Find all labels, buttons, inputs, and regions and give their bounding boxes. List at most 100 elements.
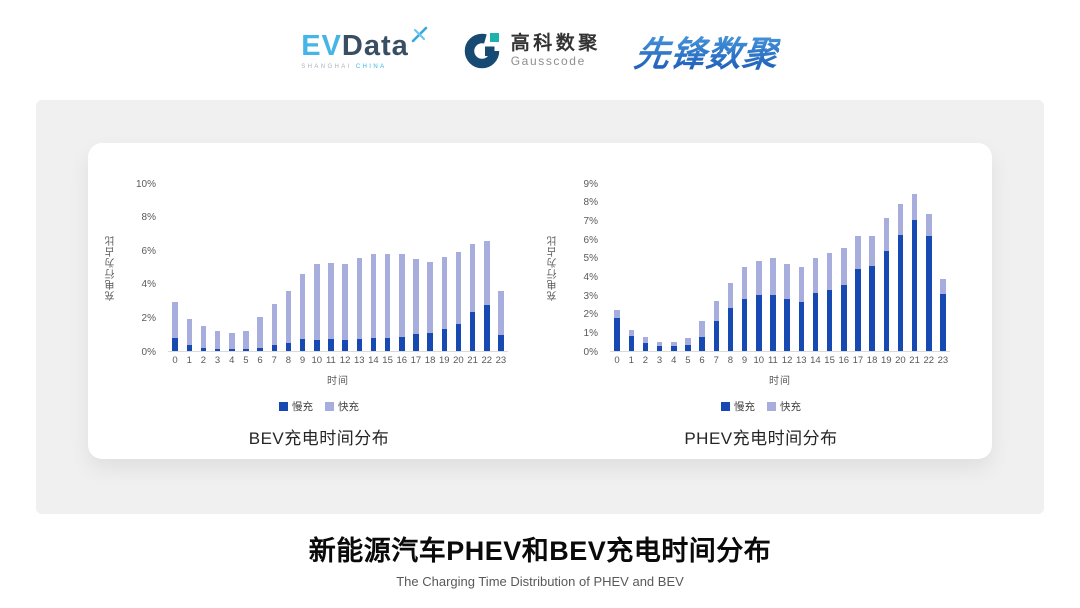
- bar-14-fast: [812, 257, 819, 294]
- bar-18-fast: [427, 261, 433, 333]
- x-tick-label: 20: [895, 355, 906, 366]
- bar-13-fast: [356, 257, 362, 340]
- gausscode-cn-text: 高科数聚: [510, 33, 601, 55]
- x-tick-label: 6: [699, 355, 705, 366]
- x-tick-label: 17: [852, 355, 864, 366]
- x-tick-label: 11: [767, 355, 778, 366]
- y-tick-label: 0%: [141, 346, 156, 358]
- x-tick-label: 14: [810, 355, 821, 366]
- legend: 慢充 快充: [98, 399, 540, 414]
- bar-13-slow: [356, 339, 362, 351]
- y-axis-ticks: 0% 2% 4% 6% 8% 10%: [122, 179, 164, 358]
- bar-1-slow: [628, 336, 634, 351]
- x-tick-label: 19: [438, 355, 450, 366]
- bar-16-fast: [399, 253, 405, 337]
- x-axis-title: 时间: [327, 376, 349, 387]
- bar-7-slow: [271, 345, 277, 351]
- bar-19-slow: [883, 251, 889, 351]
- bar-1-slow: [186, 345, 192, 351]
- evdata-shanghai: SHANGHAI: [301, 64, 352, 70]
- bar-19-fast: [441, 256, 447, 330]
- bar-22-slow: [484, 304, 490, 351]
- x-tick-label: 5: [685, 355, 691, 366]
- bar-22-fast: [484, 240, 490, 305]
- bar-10-slow: [314, 340, 320, 351]
- bar-11-slow: [770, 295, 776, 351]
- legend-swatch: [721, 402, 730, 411]
- bar-9-fast: [741, 267, 748, 299]
- x-tick-label: 9: [299, 355, 306, 366]
- bar-8-fast: [727, 282, 734, 309]
- x-tick-label: 21: [909, 355, 920, 366]
- bar-3-fast: [656, 341, 663, 347]
- chart-title: PHEV充电时间分布: [684, 429, 838, 448]
- x-tick-label: 17: [410, 355, 422, 366]
- y-tick-label: 9%: [583, 178, 598, 190]
- x-tick-label: 3: [656, 355, 663, 366]
- evdata-data-text: Data: [341, 30, 409, 62]
- x-tick-label: 7: [271, 355, 277, 366]
- x-tick-label: 1: [628, 355, 634, 366]
- bar-5-slow: [685, 345, 691, 351]
- y-tick-label: 0%: [583, 346, 598, 358]
- legend-swatch: [767, 402, 776, 411]
- bar-20-fast: [897, 203, 904, 236]
- x-tick-label: 10: [753, 355, 765, 366]
- gausscode-en-text: Gausscode: [510, 54, 586, 69]
- legend-item: 快充: [325, 399, 359, 414]
- bar-13-fast: [798, 267, 804, 302]
- bar-3-slow: [656, 346, 663, 351]
- bar-15-slow: [826, 290, 833, 351]
- bar-19-slow: [441, 329, 447, 351]
- bar-9-slow: [299, 339, 306, 351]
- bar-21-slow: [469, 311, 476, 351]
- x-tick-label: 20: [453, 355, 464, 366]
- bar-6-fast: [257, 317, 263, 349]
- main-title: 新能源汽车PHEV和BEV充电时间分布: [308, 536, 772, 566]
- bar-17-fast: [413, 258, 419, 335]
- x-tick-label: 5: [243, 355, 249, 366]
- x-tick-label: 0: [614, 355, 620, 366]
- bar-17-fast: [855, 236, 861, 269]
- bar-5-slow: [243, 349, 249, 351]
- bar-23-fast: [940, 279, 946, 295]
- bar-1-fast: [186, 319, 192, 346]
- x-tick-label: 16: [838, 355, 850, 366]
- x-tick-label: 9: [741, 355, 748, 366]
- bar-11-fast: [770, 257, 776, 295]
- bar-10-slow: [756, 295, 762, 351]
- bar-0-fast: [614, 309, 620, 319]
- bar-14-slow: [812, 293, 819, 351]
- bar-5-fast: [243, 330, 249, 350]
- legend: 慢充 快充: [540, 399, 982, 414]
- gausscode-logo: 高科数聚 Gausscode: [462, 31, 601, 71]
- bar-18-slow: [869, 266, 875, 351]
- x-tick-label: 0: [172, 355, 178, 366]
- bar-18-slow: [427, 332, 433, 351]
- bar-4-slow: [671, 346, 677, 351]
- x-tick-label: 10: [311, 355, 323, 366]
- bar-22-fast: [926, 213, 932, 237]
- y-tick-label: 10%: [135, 178, 156, 190]
- pioneer-logo: 先锋数聚: [631, 26, 782, 77]
- bar-2-slow: [642, 342, 649, 351]
- bar-16-slow: [841, 284, 847, 351]
- bar-18-fast: [869, 236, 875, 267]
- y-tick-label: 6%: [141, 245, 156, 257]
- bar-8-slow: [285, 342, 292, 351]
- y-axis-title: 充电行为占比: [548, 235, 559, 301]
- x-axis-ticks: 0 1 2 3 4 5 6 7 8 9 10 11 12 13 14 15 16 17 18 19 20 21 22 23: [610, 355, 950, 367]
- y-tick-label: 4%: [141, 279, 156, 291]
- x-tick-label: 15: [824, 355, 835, 366]
- bar-14-fast: [370, 254, 377, 339]
- phev-plot-region: 充电行为占比 0% 1% 2% 3% 4% 5% 6% 7% 8% 9% 0 1 2 3 4 5 6 7 8 9 10…: [540, 179, 982, 387]
- evdata-x-icon: [411, 26, 428, 43]
- bar-15-fast: [826, 253, 833, 291]
- bar-23-slow: [498, 335, 504, 351]
- x-tick-label: 6: [257, 355, 263, 366]
- bar-12-slow: [784, 298, 790, 351]
- x-tick-label: 15: [382, 355, 393, 366]
- evdata-logo: EV Data SHANGHAI CHINA: [301, 26, 428, 70]
- bar-0-fast: [172, 302, 178, 338]
- bar-22-slow: [926, 236, 932, 351]
